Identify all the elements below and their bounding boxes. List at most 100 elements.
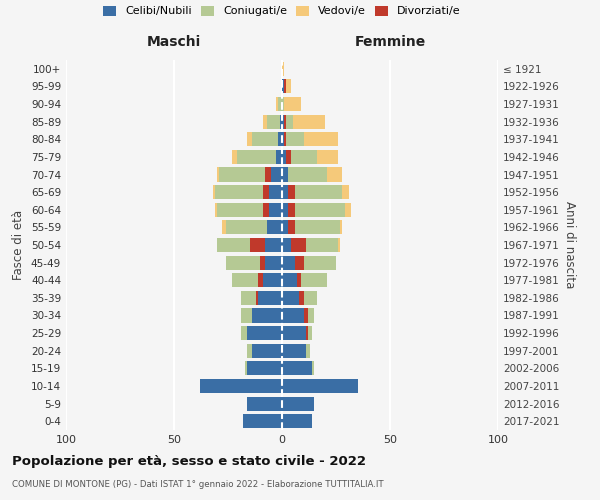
- Bar: [304, 132, 338, 146]
- Bar: [284, 97, 301, 111]
- Bar: [284, 114, 286, 128]
- Bar: [282, 80, 284, 94]
- Bar: [256, 291, 258, 305]
- Text: Popolazione per età, sesso e stato civile - 2022: Popolazione per età, sesso e stato civil…: [12, 455, 366, 468]
- Bar: [250, 238, 265, 252]
- Bar: [247, 344, 252, 358]
- Bar: [280, 114, 282, 128]
- Bar: [260, 256, 265, 270]
- Bar: [282, 150, 286, 164]
- Bar: [265, 238, 282, 252]
- Bar: [293, 114, 325, 128]
- Bar: [297, 273, 328, 287]
- Y-axis label: Anni di nascita: Anni di nascita: [563, 202, 576, 288]
- Bar: [340, 220, 343, 234]
- Bar: [269, 202, 282, 217]
- Bar: [269, 185, 282, 199]
- Bar: [282, 414, 312, 428]
- Bar: [232, 150, 236, 164]
- Bar: [282, 132, 284, 146]
- Bar: [243, 414, 282, 428]
- Y-axis label: Fasce di età: Fasce di età: [13, 210, 25, 280]
- Bar: [289, 168, 328, 181]
- Text: COMUNE DI MONTONE (PG) - Dati ISTAT 1° gennaio 2022 - Elaborazione TUTTITALIA.IT: COMUNE DI MONTONE (PG) - Dati ISTAT 1° g…: [12, 480, 383, 489]
- Bar: [282, 220, 289, 234]
- Bar: [200, 379, 282, 393]
- Text: Maschi: Maschi: [147, 36, 201, 50]
- Bar: [282, 396, 314, 410]
- Bar: [282, 362, 312, 376]
- Bar: [245, 362, 247, 376]
- Bar: [226, 256, 265, 270]
- Bar: [267, 220, 282, 234]
- Bar: [263, 202, 269, 217]
- Bar: [299, 291, 317, 305]
- Bar: [226, 220, 267, 234]
- Bar: [263, 185, 269, 199]
- Bar: [304, 308, 308, 322]
- Bar: [271, 168, 282, 181]
- Bar: [282, 273, 297, 287]
- Bar: [289, 202, 344, 217]
- Legend: Celibi/Nubili, Coniugati/e, Vedovi/e, Divorziati/e: Celibi/Nubili, Coniugati/e, Vedovi/e, Di…: [103, 6, 461, 16]
- Bar: [284, 132, 286, 146]
- Bar: [289, 220, 340, 234]
- Bar: [284, 132, 304, 146]
- Bar: [247, 132, 252, 146]
- Bar: [289, 185, 343, 199]
- Bar: [278, 132, 282, 146]
- Bar: [299, 291, 304, 305]
- Bar: [236, 150, 275, 164]
- Bar: [215, 202, 217, 217]
- Bar: [241, 326, 247, 340]
- Bar: [247, 326, 282, 340]
- Bar: [289, 220, 295, 234]
- Bar: [265, 256, 282, 270]
- Bar: [275, 150, 282, 164]
- Text: Femmine: Femmine: [355, 36, 425, 50]
- Bar: [344, 202, 351, 217]
- Bar: [289, 185, 295, 199]
- Bar: [258, 291, 282, 305]
- Bar: [220, 168, 271, 181]
- Bar: [289, 202, 295, 217]
- Bar: [247, 362, 282, 376]
- Bar: [213, 185, 215, 199]
- Bar: [252, 132, 278, 146]
- Bar: [265, 168, 271, 181]
- Bar: [241, 308, 252, 322]
- Bar: [282, 202, 289, 217]
- Bar: [215, 185, 269, 199]
- Bar: [290, 238, 338, 252]
- Bar: [282, 291, 299, 305]
- Bar: [252, 344, 282, 358]
- Bar: [317, 150, 338, 164]
- Bar: [282, 97, 284, 111]
- Bar: [295, 256, 336, 270]
- Bar: [282, 344, 306, 358]
- Bar: [258, 273, 263, 287]
- Bar: [304, 308, 314, 322]
- Bar: [328, 168, 343, 181]
- Bar: [263, 114, 267, 128]
- Bar: [286, 150, 317, 164]
- Bar: [282, 62, 284, 76]
- Bar: [284, 80, 290, 94]
- Bar: [295, 256, 304, 270]
- Bar: [282, 326, 306, 340]
- Bar: [217, 238, 265, 252]
- Bar: [252, 308, 282, 322]
- Bar: [217, 168, 220, 181]
- Bar: [306, 344, 310, 358]
- Bar: [247, 396, 282, 410]
- Bar: [284, 114, 293, 128]
- Bar: [284, 80, 286, 94]
- Bar: [290, 238, 306, 252]
- Bar: [282, 114, 284, 128]
- Bar: [282, 168, 289, 181]
- Bar: [282, 256, 295, 270]
- Bar: [297, 273, 301, 287]
- Bar: [267, 114, 280, 128]
- Bar: [282, 185, 289, 199]
- Bar: [282, 379, 358, 393]
